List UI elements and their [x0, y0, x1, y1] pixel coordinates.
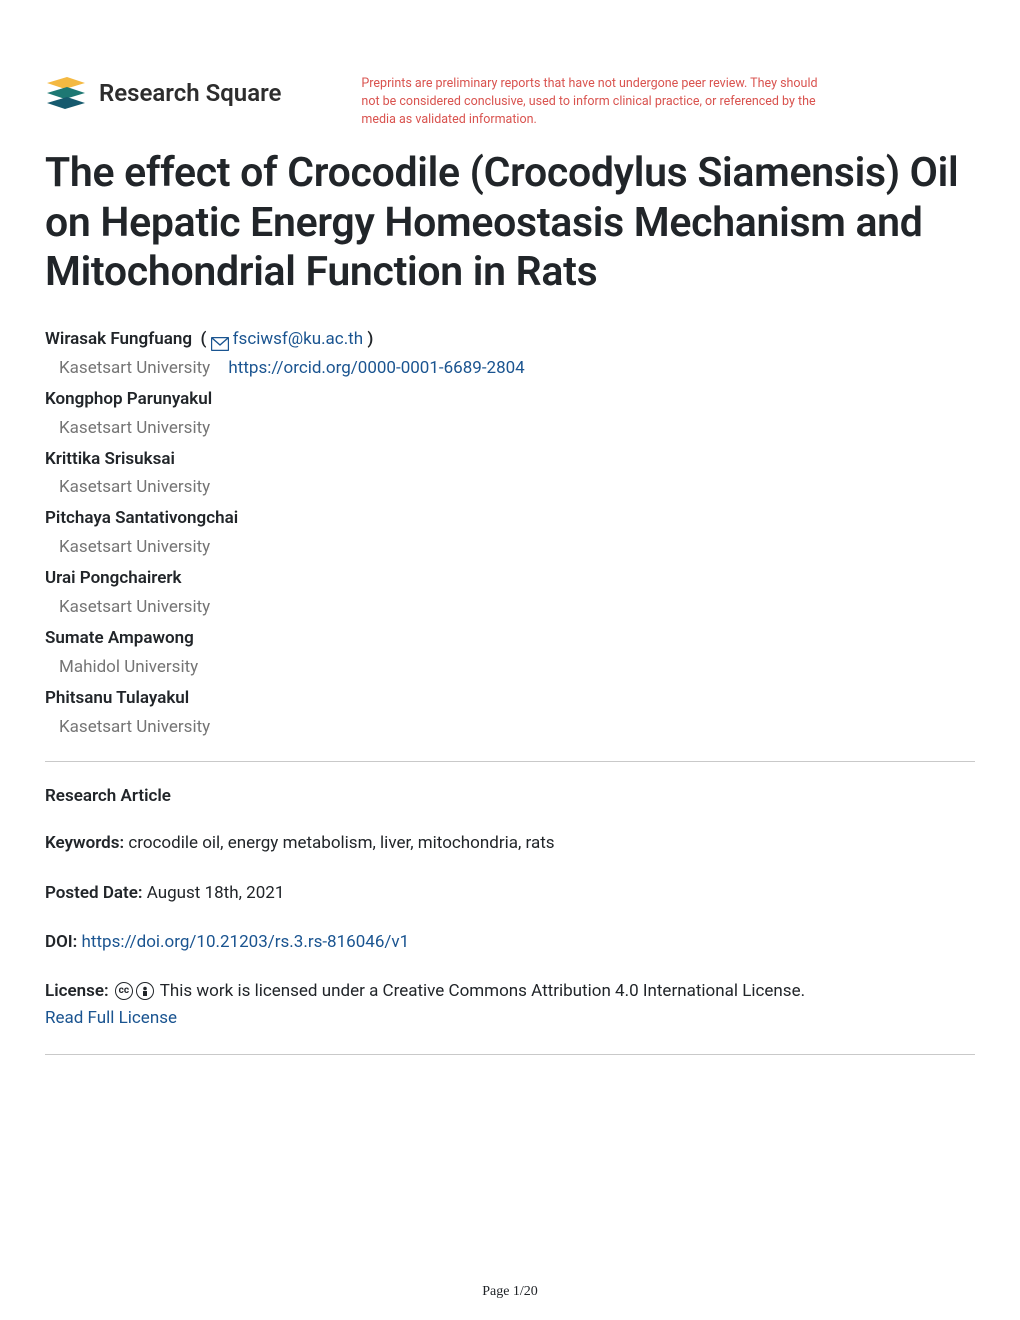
author-block: Wirasak Fungfuang ( fsciwsf@ku.ac.th ) K… [45, 325, 975, 383]
author-block: Phitsanu Tulayakul Kasetsart University [45, 684, 975, 742]
author-block: Sumate Ampawong Mahidol University [45, 624, 975, 682]
doi-label: DOI: [45, 932, 77, 952]
author-block: Krittika Srisuksai Kasetsart University [45, 445, 975, 503]
author-affiliation: Kasetsart University [45, 533, 975, 562]
license-text: This work is licensed under a Creative C… [160, 981, 805, 1001]
doi-link[interactable]: https://doi.org/10.21203/rs.3.rs-816046/… [82, 932, 410, 952]
author-name-row: Wirasak Fungfuang ( fsciwsf@ku.ac.th ) [45, 325, 975, 354]
research-square-logo-icon [45, 75, 87, 111]
posted-date-value: August 18th, 2021 [147, 883, 285, 903]
author-block: Urai Pongchairerk Kasetsart University [45, 564, 975, 622]
author-block: Pitchaya Santativongchai Kasetsart Unive… [45, 504, 975, 562]
logo-text: Research Square [99, 79, 281, 107]
author-affiliation: Kasetsart University [45, 473, 975, 502]
author-email-link[interactable]: fsciwsf@ku.ac.th [233, 329, 363, 349]
cc-logo-icon: cc [115, 982, 133, 1000]
cc-icon: cc [115, 982, 154, 1000]
author-name: Phitsanu Tulayakul [45, 684, 975, 713]
author-name: Pitchaya Santativongchai [45, 504, 975, 533]
license-label: License: [45, 981, 109, 1001]
author-affiliation: Mahidol University [45, 653, 975, 682]
author-affiliation: Kasetsart University [59, 358, 210, 378]
keywords-label: Keywords: [45, 833, 124, 853]
posted-date-label: Posted Date: [45, 883, 143, 903]
author-name: Sumate Ampawong [45, 624, 975, 653]
article-type: Research Article [45, 786, 975, 806]
header: Research Square Preprints are preliminar… [45, 75, 975, 129]
paper-title: The effect of Crocodile (Crocodylus Siam… [45, 149, 975, 297]
cc-by-icon [136, 982, 154, 1000]
logo-block: Research Square [45, 75, 281, 111]
divider [45, 761, 975, 762]
author-block: Kongphop Parunyakul Kasetsart University [45, 385, 975, 443]
author-affiliation-row: Kasetsart University https://orcid.org/0… [45, 354, 975, 383]
orcid-link[interactable]: https://orcid.org/0000-0001-6689-2804 [228, 358, 524, 378]
author-name: Wirasak Fungfuang [45, 329, 192, 349]
author-name: Kongphop Parunyakul [45, 385, 975, 414]
keywords-line: Keywords: crocodile oil, energy metaboli… [45, 830, 975, 857]
doi-line: DOI: https://doi.org/10.21203/rs.3.rs-81… [45, 929, 975, 956]
email-icon [211, 332, 229, 346]
authors-list: Wirasak Fungfuang ( fsciwsf@ku.ac.th ) K… [45, 325, 975, 741]
author-name: Urai Pongchairerk [45, 564, 975, 593]
author-affiliation: Kasetsart University [45, 713, 975, 742]
posted-date-line: Posted Date: August 18th, 2021 [45, 880, 975, 907]
page-number: Page 1/20 [482, 1284, 538, 1300]
author-affiliation: Kasetsart University [45, 593, 975, 622]
license-line: License: cc This work is licensed under … [45, 978, 975, 1032]
license-link[interactable]: Read Full License [45, 1008, 177, 1028]
keywords-value: crocodile oil, energy metabolism, liver,… [128, 833, 554, 853]
divider [45, 1054, 975, 1055]
author-affiliation: Kasetsart University [45, 414, 975, 443]
author-email-wrapper: ( fsciwsf@ku.ac.th ) [196, 329, 373, 349]
preprint-disclaimer: Preprints are preliminary reports that h… [361, 75, 831, 129]
author-name: Krittika Srisuksai [45, 445, 975, 474]
